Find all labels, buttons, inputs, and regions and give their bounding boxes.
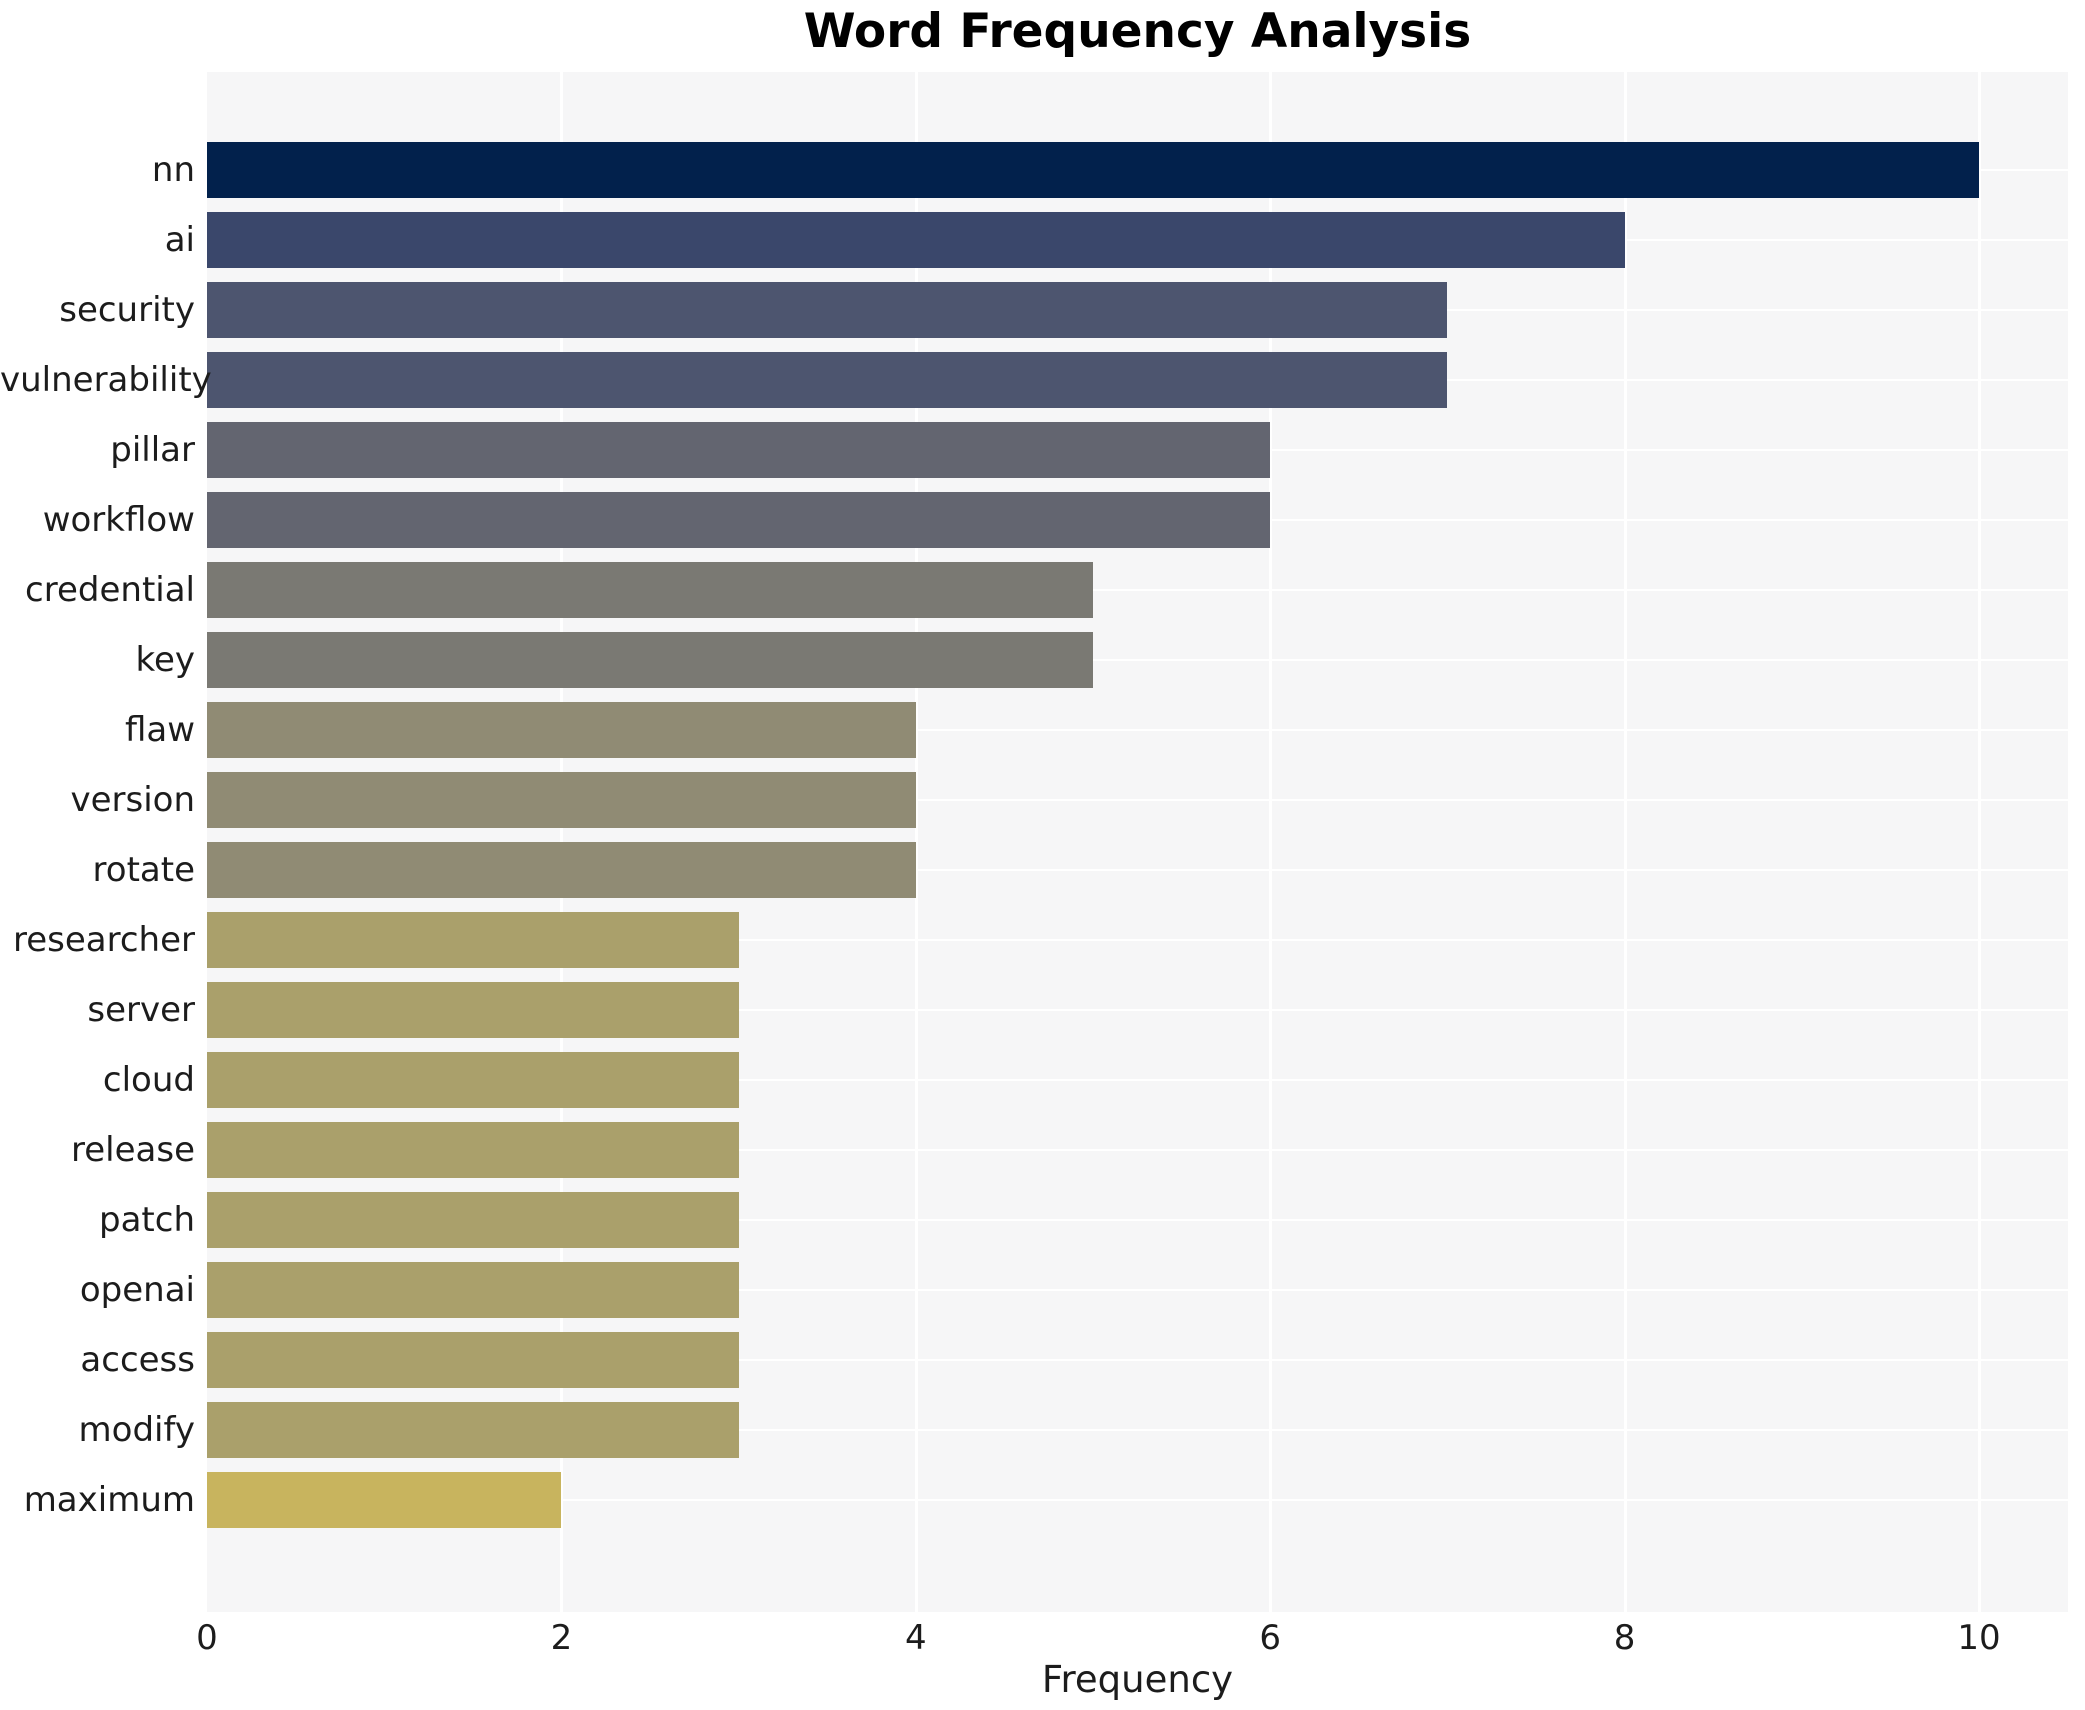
y-axis-label-ai: ai [164, 220, 195, 260]
y-axis-label-access: access [80, 1340, 195, 1380]
bar-vulnerability [207, 352, 1448, 408]
grid-line-horizontal [207, 869, 2068, 871]
grid-line-horizontal [207, 659, 2068, 661]
grid-line-horizontal [207, 1079, 2068, 1081]
bar-credential [207, 562, 1093, 618]
bar-workflow [207, 492, 1271, 548]
bar-patch [207, 1192, 739, 1248]
grid-line-horizontal [207, 1009, 2068, 1011]
bar-version [207, 772, 916, 828]
plot-area [207, 72, 2068, 1612]
y-axis-label-server: server [87, 990, 195, 1030]
x-tick-label: 4 [904, 1618, 927, 1658]
grid-line-horizontal [207, 1499, 2068, 1501]
y-axis-label-cloud: cloud [102, 1060, 195, 1100]
bar-nn [207, 142, 1979, 198]
y-axis-label-modify: modify [78, 1410, 195, 1450]
grid-line-horizontal [207, 589, 2068, 591]
y-axis-label-maximum: maximum [23, 1480, 195, 1520]
grid-line-horizontal [207, 1149, 2068, 1151]
y-axis-label-credential: credential [25, 570, 195, 610]
bar-rotate [207, 842, 916, 898]
y-axis-label-version: version [70, 780, 195, 820]
bar-modify [207, 1402, 739, 1458]
y-axis-label-nn: nn [151, 150, 195, 190]
y-axis-label-key: key [135, 640, 195, 680]
bar-release [207, 1122, 739, 1178]
grid-line-horizontal [207, 1359, 2068, 1361]
grid-line-vertical [1978, 72, 1981, 1612]
y-axis-label-openai: openai [79, 1270, 195, 1310]
grid-line-horizontal [207, 1429, 2068, 1431]
bar-security [207, 282, 1448, 338]
bar-openai [207, 1262, 739, 1318]
bar-access [207, 1332, 739, 1388]
x-tick-label: 0 [196, 1618, 218, 1658]
bar-researcher [207, 912, 739, 968]
grid-line-horizontal [207, 939, 2068, 941]
x-tick-label: 8 [1613, 1618, 1636, 1658]
grid-line-horizontal [207, 1289, 2068, 1291]
y-axis-label-vulnerability: vulnerability [0, 360, 212, 400]
x-tick-label: 10 [1957, 1618, 2001, 1658]
bar-cloud [207, 1052, 739, 1108]
grid-line-horizontal [207, 799, 2068, 801]
bar-flaw [207, 702, 916, 758]
x-axis-title: Frequency [1041, 1658, 1234, 1701]
y-axis-label-researcher: researcher [13, 920, 195, 960]
grid-line-vertical [914, 72, 918, 1612]
y-axis-label-pillar: pillar [110, 430, 195, 470]
y-axis-label-security: security [59, 290, 195, 330]
x-tick-label: 6 [1259, 1618, 1281, 1658]
grid-line-horizontal [207, 729, 2068, 731]
chart-title: Word Frequency Analysis [803, 4, 1472, 59]
grid-line-vertical [1623, 72, 1627, 1612]
bar-pillar [207, 422, 1271, 478]
y-axis-label-workflow: workflow [42, 500, 195, 540]
y-axis-label-rotate: rotate [92, 850, 195, 890]
x-tick-label: 2 [550, 1618, 573, 1658]
bar-server [207, 982, 739, 1038]
bar-key [207, 632, 1093, 688]
grid-line-vertical [1269, 72, 1273, 1612]
bar-maximum [207, 1472, 562, 1528]
grid-line-horizontal [207, 1219, 2068, 1221]
y-axis-label-release: release [71, 1130, 195, 1170]
y-axis-label-patch: patch [99, 1200, 195, 1240]
bar-ai [207, 212, 1625, 268]
y-axis-label-flaw: flaw [124, 710, 195, 750]
